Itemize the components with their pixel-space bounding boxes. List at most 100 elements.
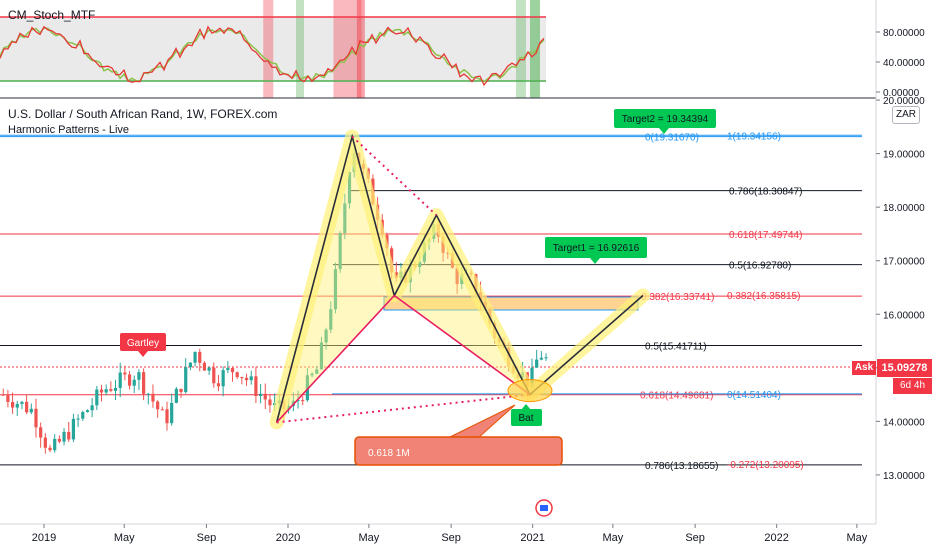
candle-body: [10, 401, 15, 408]
price-tick-label: 14.00000: [883, 417, 925, 428]
time-tick-label: 2021: [520, 532, 544, 544]
fib-level-label: 0.382(16.35815): [727, 291, 800, 302]
time-tick-label: 2022: [764, 532, 788, 544]
callout-text: 0.618 1M: [368, 448, 410, 459]
candle-body: [109, 389, 113, 391]
candle-body: [240, 377, 244, 379]
target2-text: Target2 = 19.34394: [622, 114, 709, 125]
candle-body: [76, 418, 80, 420]
time-tick-label: May: [602, 532, 623, 544]
candle-body: [123, 372, 127, 375]
candle-body: [95, 389, 99, 406]
candle-body: [287, 405, 291, 410]
target2-pointer: [659, 128, 669, 134]
fib-level-label: 0.786(18.30847): [729, 187, 802, 198]
ask-countdown-label: 6d 4h: [893, 378, 932, 394]
candle-body: [315, 369, 319, 374]
candle-body: [156, 401, 160, 410]
bat-pointer: [521, 404, 531, 410]
candle-body: [57, 438, 61, 442]
candle-body: [394, 272, 398, 278]
time-ticks: 2019 May Sep 2020 May Sep 2021 May Sep 2022 May: [32, 524, 868, 544]
candle-body: [71, 418, 76, 440]
gartley-box: [120, 333, 166, 351]
candle-body: [310, 373, 314, 376]
candle-body: [418, 261, 422, 268]
price-axis[interactable]: 20.00000 19.00000 18.00000 17.00000 16.00000…: [875, 0, 925, 524]
candle-body: [81, 412, 85, 419]
candle-body: [43, 437, 47, 448]
candle-body: [338, 233, 342, 270]
bat-box: [511, 409, 542, 426]
candle-body: [39, 427, 43, 438]
time-tick-label: May: [846, 532, 867, 544]
candle-body: [137, 372, 141, 380]
price-tick-label: 19.00000: [883, 150, 925, 161]
candle-body: [160, 409, 164, 411]
oscillator-pane: [0, 0, 876, 99]
candle-body: [301, 400, 305, 402]
candle-body: [113, 387, 118, 391]
candle-body: [333, 269, 338, 310]
price-tick-label: 18.00000: [883, 203, 925, 214]
time-tick-label: May: [114, 532, 135, 544]
candle-body: [118, 372, 122, 388]
oscillator-signal-band: [515, 0, 526, 98]
bat-label: Bat: [511, 404, 542, 426]
candle-body: [53, 438, 57, 451]
target2-box: [614, 109, 716, 128]
fib-level-label: -0.272(13.20095): [727, 460, 804, 471]
candle-body: [268, 399, 272, 406]
fib-level-label: 0.618(17.49744): [729, 230, 802, 241]
candle-body: [193, 351, 197, 363]
candle-body: [324, 329, 328, 343]
callout-box: 0.618 1M: [354, 404, 563, 466]
events-icon[interactable]: [535, 499, 553, 517]
oscillator-signal-band: [296, 0, 305, 98]
candle-body: [132, 379, 136, 386]
osc-tick-label: 40.00000: [883, 58, 925, 69]
candle-body: [179, 388, 183, 393]
fib-level-label: 0.5(16.92780): [729, 261, 791, 272]
ask-label: Ask: [852, 361, 876, 375]
osc-tick-label: 80.00000: [883, 28, 925, 39]
candle-body: [221, 370, 225, 387]
candle-body: [455, 267, 459, 285]
candle-body: [544, 357, 548, 359]
oscillator-background: [0, 17, 546, 81]
candle-body: [142, 372, 146, 394]
time-tick-label: 2020: [276, 532, 300, 544]
time-axis[interactable]: 2019 May Sep 2020 May Sep 2021 May Sep 2022 May: [0, 523, 876, 544]
oscillator-title: CM_Stoch_MTF: [8, 8, 96, 22]
candle-body: [296, 400, 300, 402]
candle-body: [146, 393, 150, 395]
candle-body: [165, 409, 169, 424]
time-tick-label: Sep: [685, 532, 705, 544]
oscillator-signal-band: [356, 0, 365, 98]
time-tick-label: Sep: [197, 532, 217, 544]
fib-level-label: 0.5(15.41711): [645, 341, 707, 352]
currency-badge[interactable]: ZAR: [892, 106, 920, 124]
candle-body: [62, 431, 66, 442]
candle-body: [530, 367, 534, 388]
candle-body: [25, 401, 29, 413]
target1-text: Target1 = 16.92616: [553, 243, 640, 254]
candle-body: [258, 393, 263, 396]
xd-dotted-line: [276, 393, 531, 424]
fib-level-label: 0(19.31670): [645, 133, 699, 144]
gartley-text: Gartley: [127, 338, 159, 349]
candle-body: [20, 401, 24, 404]
main-price-ticks: 20.00000 19.00000 18.00000 17.00000 16.00000…: [876, 96, 925, 482]
xb-line: [276, 294, 395, 423]
candle-body: [226, 368, 230, 371]
candle-body: [319, 342, 324, 370]
time-tick-label: May: [358, 532, 379, 544]
chart-title: U.S. Dollar / South African Rand, 1W, FO…: [8, 107, 278, 121]
candle-body: [249, 376, 253, 381]
candle-body: [99, 389, 104, 393]
candle-body: [127, 374, 132, 386]
candle-body: [254, 376, 258, 396]
candle-body: [535, 359, 539, 368]
